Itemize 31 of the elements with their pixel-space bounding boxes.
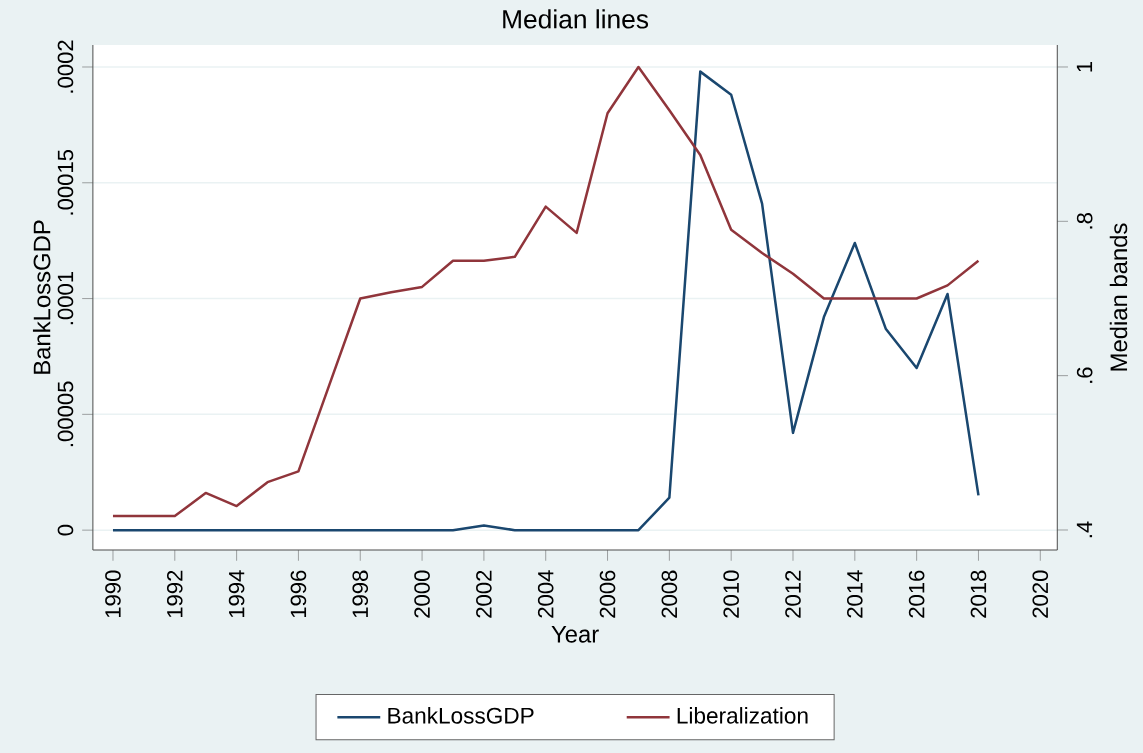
- x-tick-label: 2006: [599, 570, 616, 618]
- x-tick-label: 2016: [908, 570, 925, 618]
- x-tick-label: 2010: [723, 570, 739, 618]
- legend-label: BankLossGDP: [388, 707, 534, 724]
- y2-tick-label: 1: [1076, 61, 1093, 72]
- chart-title: Median lines: [503, 9, 649, 29]
- x-tick-label: 2018: [970, 570, 987, 618]
- x-tick-label: 2014: [846, 570, 863, 618]
- legend-label: Liberalization: [677, 707, 808, 724]
- x-tick-label: 1990: [105, 570, 121, 618]
- x-tick-label: 1992: [166, 570, 183, 618]
- x-tick-label: 1994: [228, 570, 245, 618]
- y-tick-label: .0002: [57, 40, 74, 93]
- y2-tick-label: .6: [1076, 367, 1093, 383]
- x-tick-label: 2008: [661, 570, 678, 618]
- x-tick-label: 2000: [414, 570, 430, 618]
- x-tick-label: 1998: [352, 570, 369, 618]
- y2-tick-label: .4: [1076, 521, 1093, 538]
- y-tick-label: 0: [57, 524, 74, 536]
- y2-tick-label: .8: [1076, 213, 1093, 229]
- y2-axis-title: Median bands: [1109, 223, 1128, 371]
- x-tick-label: 2004: [537, 570, 554, 618]
- x-tick-label: 2012: [785, 570, 801, 618]
- x-axis-title: Year: [551, 626, 599, 643]
- y-tick-label: .0001: [57, 272, 74, 325]
- x-tick-label: 2002: [476, 570, 492, 618]
- y-axis-title: BankLossGDP: [32, 220, 51, 374]
- y-tick-label: .00015: [57, 149, 74, 215]
- x-tick-label: 1996: [290, 570, 307, 618]
- y-tick-label: .00005: [57, 381, 74, 447]
- x-tick-label: 2020: [1032, 570, 1049, 618]
